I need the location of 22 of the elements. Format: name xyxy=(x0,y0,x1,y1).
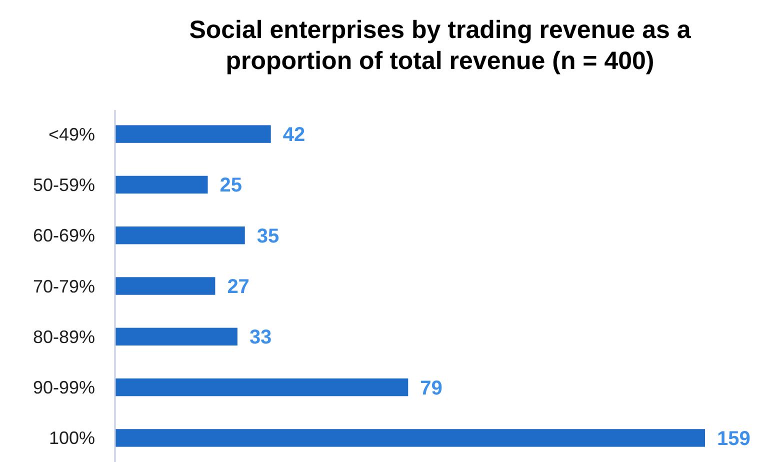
data-label: 25 xyxy=(220,174,242,197)
y-tick-label: <49% xyxy=(48,124,95,144)
bar xyxy=(115,328,238,346)
y-tick-label: 90-99% xyxy=(32,378,95,398)
data-label: 33 xyxy=(249,326,272,349)
data-label: 27 xyxy=(227,276,250,298)
bar xyxy=(115,429,705,447)
data-label: 159 xyxy=(717,428,750,450)
y-tick-label: 70-79% xyxy=(32,276,95,296)
bar xyxy=(115,125,271,143)
data-label: 42 xyxy=(282,124,306,146)
chart-title: Social enterprises by trading revenue as a proportion of total revenue (n = 400) xyxy=(189,16,692,75)
y-tick-label: 50-59% xyxy=(32,175,95,196)
bar xyxy=(115,378,408,396)
bar xyxy=(115,176,208,194)
bar xyxy=(115,226,245,244)
y-tick-label: 100% xyxy=(48,428,95,448)
y-tick-label: 80-89% xyxy=(32,326,95,347)
data-label: 79 xyxy=(420,377,442,400)
y-tick-label: 60-69% xyxy=(32,226,95,246)
data-label: 35 xyxy=(256,225,280,248)
bar xyxy=(115,277,216,295)
